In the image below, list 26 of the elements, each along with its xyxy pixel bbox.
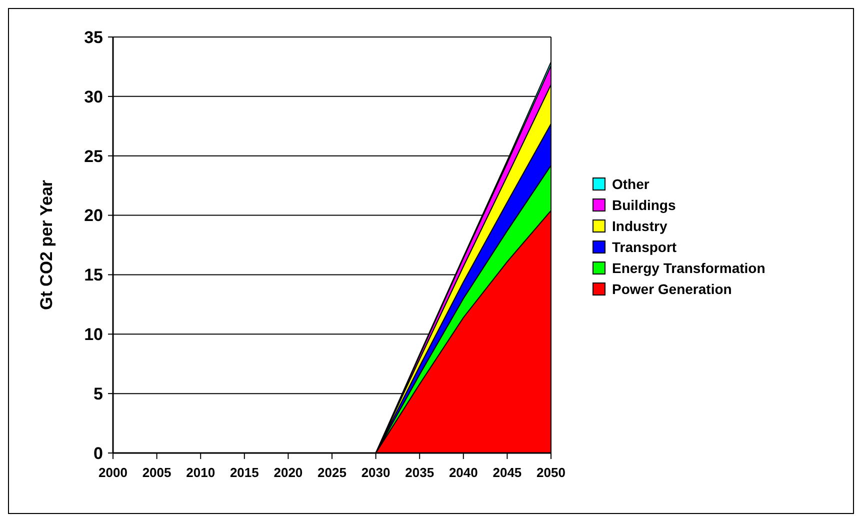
- legend-label: Power Generation: [612, 280, 732, 297]
- x-tick-label: 2030: [361, 465, 390, 480]
- x-tick-label: 2010: [186, 465, 216, 480]
- y-tick-label: 5: [94, 384, 103, 404]
- y-tick-label: 0: [94, 444, 103, 463]
- y-tick-label: 10: [84, 325, 103, 344]
- x-tick-label: 2020: [274, 465, 303, 480]
- legend-label: Industry: [612, 218, 668, 234]
- x-tick-label: 2000: [98, 465, 128, 480]
- y-tick-label: 25: [84, 146, 103, 166]
- y-tick-label: 20: [84, 206, 103, 226]
- y-tick-label: 15: [84, 266, 103, 285]
- x-tick-label: 2025: [318, 465, 346, 480]
- x-tick-label: 2050: [536, 465, 566, 480]
- legend-label: Other: [612, 176, 650, 192]
- legend-label: Buildings: [612, 196, 676, 213]
- legend-label: Energy Transformation: [612, 260, 766, 276]
- x-tick-label: 2045: [492, 465, 522, 480]
- y-tick-label: 35: [84, 28, 103, 47]
- x-tick-label: 2015: [230, 465, 259, 480]
- x-tick-label: 2005: [142, 465, 172, 480]
- y-tick-label: 30: [84, 87, 103, 106]
- legend-label: Transport: [612, 238, 677, 255]
- x-tick-label: 2040: [448, 465, 478, 480]
- x-tick-label: 2035: [405, 465, 434, 480]
- y-axis-title: Gt CO2 per Year: [37, 180, 56, 310]
